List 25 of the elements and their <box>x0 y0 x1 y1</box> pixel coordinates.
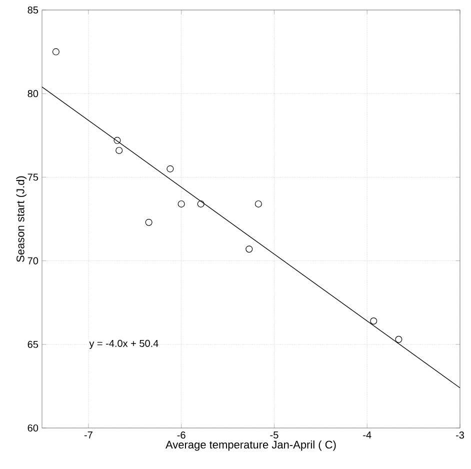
point <box>178 200 185 208</box>
x-tick-label: -5 <box>270 432 278 439</box>
point <box>254 200 262 208</box>
y-tick-label: 60 <box>28 424 38 432</box>
point <box>145 218 152 226</box>
y-axis-title: Season start (J.d) <box>16 176 26 262</box>
point <box>197 200 204 208</box>
point <box>52 48 60 56</box>
y-tick-label: 85 <box>28 6 38 14</box>
point <box>116 146 123 154</box>
annotation: y = -4.0x + 50.4 <box>89 340 158 349</box>
point <box>114 136 121 144</box>
point <box>370 317 378 324</box>
x-tick-label: -3 <box>456 432 464 439</box>
x-axis-title: Average temperature Jan-April ( C) <box>166 440 336 451</box>
y-tick-label: 65 <box>28 340 38 348</box>
y-tick-label: 80 <box>28 90 38 98</box>
x-tick-label: -7 <box>84 432 92 438</box>
x-tick-label: -6 <box>177 432 186 439</box>
y-tick-label: 75 <box>28 174 38 181</box>
point <box>166 165 174 172</box>
x-tick-label: -4 <box>363 432 372 438</box>
point <box>246 246 253 253</box>
point <box>395 336 402 343</box>
y-tick-label: 70 <box>28 257 38 264</box>
